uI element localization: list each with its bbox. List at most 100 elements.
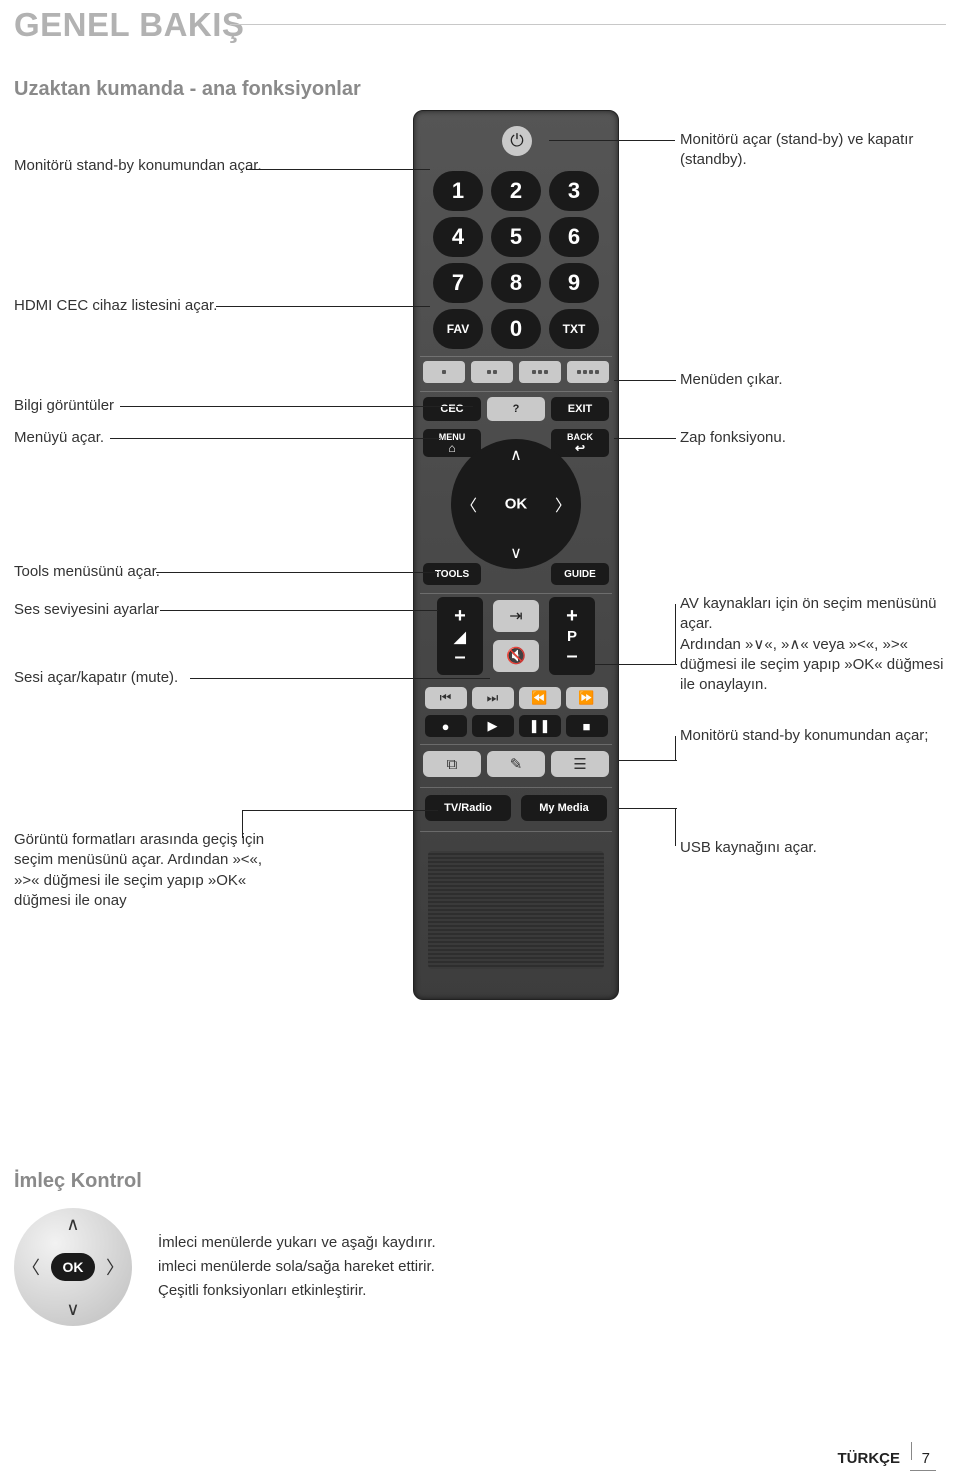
- color-key-yellow[interactable]: [519, 361, 561, 383]
- cursor-line-1: imleci menülerde sola/sağa hareket ettir…: [158, 1255, 436, 1279]
- back-button[interactable]: BACK ↩: [551, 429, 609, 457]
- speaker-grille: [428, 851, 604, 969]
- key-7[interactable]: 7: [433, 263, 483, 303]
- arrow-down-icon[interactable]: ∨: [510, 543, 522, 563]
- key-8[interactable]: 8: [491, 263, 541, 303]
- callout-line: [216, 306, 430, 307]
- page-subtitle: Uzaktan kumanda - ana fonksiyonlar: [14, 78, 361, 101]
- play-button[interactable]: ▶: [472, 715, 514, 737]
- callout-line: [675, 604, 676, 664]
- callout-right-4: Monitörü stand-by konumundan açar;: [680, 726, 950, 746]
- key-6[interactable]: 6: [549, 217, 599, 257]
- footer-language: TÜRKÇE: [838, 1450, 901, 1467]
- arrow-right-icon[interactable]: 〉: [555, 492, 571, 516]
- cursor-left-icon: 〈: [22, 1254, 40, 1280]
- callout-line: [675, 736, 676, 760]
- callout-line: [619, 808, 677, 809]
- ok-button[interactable]: OK: [505, 496, 528, 513]
- callout-line: [549, 140, 675, 141]
- callout-line: [619, 760, 677, 761]
- exit-button[interactable]: EXIT: [551, 397, 609, 421]
- stop-button[interactable]: ■: [566, 715, 608, 737]
- key-txt[interactable]: TXT: [549, 309, 599, 349]
- tools-button[interactable]: TOOLS: [423, 563, 481, 585]
- cursor-down-icon: ∨: [66, 1299, 79, 1320]
- key-2[interactable]: 2: [491, 171, 541, 211]
- vol-plus-icon: +: [454, 605, 466, 628]
- my-media-button[interactable]: My Media: [521, 795, 607, 821]
- callout-line: [675, 808, 676, 846]
- key-fav[interactable]: FAV: [433, 309, 483, 349]
- separator: [420, 787, 612, 788]
- callout-right-3: AV kaynakları için ön seçim menüsünü aça…: [680, 594, 948, 695]
- callout-left-6: Sesi açar/kapatır (mute).: [14, 668, 214, 688]
- separator: [420, 744, 612, 745]
- callout-line: [110, 438, 440, 439]
- tv-radio-button[interactable]: TV/Radio: [425, 795, 511, 821]
- key-5[interactable]: 5: [491, 217, 541, 257]
- mute-button[interactable]: 🔇: [493, 640, 539, 672]
- vol-minus-icon: –: [454, 646, 465, 669]
- color-key-row: [414, 361, 618, 383]
- arrow-left-icon[interactable]: 〈: [461, 492, 477, 516]
- forward-button[interactable]: ⏩: [566, 687, 608, 709]
- tools-guide-row: TOOLS GUIDE: [414, 563, 618, 585]
- transport-row-1: ⏮ ⏭ ⏪ ⏩: [414, 687, 618, 709]
- key-0[interactable]: 0: [491, 309, 541, 349]
- format-button[interactable]: ⧉: [423, 751, 481, 777]
- cec-row: CEC ? EXIT: [414, 397, 618, 421]
- callout-line: [120, 406, 473, 407]
- color-key-green[interactable]: [471, 361, 513, 383]
- cec-button[interactable]: CEC: [423, 397, 481, 421]
- separator: [420, 391, 612, 392]
- key-1[interactable]: 1: [433, 171, 483, 211]
- transport-row-2: ● ▶ ❚❚ ■: [414, 715, 618, 737]
- prev-button[interactable]: ⏮: [425, 687, 467, 709]
- home-icon: ⌂: [448, 442, 455, 454]
- callout-right-5: USB kaynağını açar.: [680, 838, 940, 858]
- cursor-pad: ∧ ∨ 〈 〉 OK: [14, 1208, 132, 1326]
- cursor-up-icon: ∧: [66, 1214, 79, 1235]
- callout-line: [595, 664, 677, 665]
- footer-underline: [910, 1470, 936, 1471]
- color-key-blue[interactable]: [567, 361, 609, 383]
- vol-prog-row: + ◢ – ⇥ 🔇 + P –: [414, 597, 618, 675]
- cursor-control-block: ∧ ∨ 〈 〉 OK İmleci menülerde yukarı ve aş…: [14, 1208, 436, 1326]
- edit-button[interactable]: ✎: [487, 751, 545, 777]
- callout-line: [614, 380, 676, 381]
- callout-line: [156, 572, 438, 573]
- back-icon: ↩: [575, 442, 585, 454]
- arrow-up-icon[interactable]: ∧: [510, 445, 522, 465]
- callout-right-0: Monitörü açar (stand-by) ve kapatır (sta…: [680, 130, 940, 171]
- rewind-button[interactable]: ⏪: [519, 687, 561, 709]
- key-4[interactable]: 4: [433, 217, 483, 257]
- callout-line: [190, 678, 490, 679]
- cursor-right-icon: 〉: [106, 1254, 124, 1280]
- callout-line: [242, 810, 243, 838]
- record-button[interactable]: ●: [425, 715, 467, 737]
- prog-plus-icon: +: [566, 605, 578, 628]
- key-9[interactable]: 9: [549, 263, 599, 303]
- key-3[interactable]: 3: [549, 171, 599, 211]
- prog-minus-icon: –: [566, 645, 577, 668]
- cursor-line-2: Çeşitli fonksiyonları etkinleştirir.: [158, 1279, 436, 1303]
- callout-right-2: Zap fonksiyonu.: [680, 428, 940, 448]
- list-button[interactable]: ☰: [551, 751, 609, 777]
- program-rocker[interactable]: + P –: [549, 597, 595, 675]
- pause-button[interactable]: ❚❚: [519, 715, 561, 737]
- menu-button[interactable]: MENU ⌂: [423, 429, 481, 457]
- source-button[interactable]: ⇥: [493, 600, 539, 632]
- cursor-text: İmleci menülerde yukarı ve aşağı kaydırı…: [158, 1231, 436, 1303]
- cursor-control-title: İmleç Kontrol: [14, 1170, 142, 1193]
- separator: [420, 831, 612, 832]
- dpad[interactable]: ∧ ∨ 〈 〉 OK: [451, 439, 581, 569]
- callout-left-7: Görüntü formatları arasında geçiş için s…: [14, 830, 274, 911]
- remote-body: ⏻ 1 2 3 4 5 6 7 8 9 FAV 0 TXT CEC ? EXIT…: [413, 110, 619, 1000]
- color-key-red[interactable]: [423, 361, 465, 383]
- volume-rocker[interactable]: + ◢ –: [437, 597, 483, 675]
- power-button[interactable]: ⏻: [502, 126, 532, 156]
- guide-button[interactable]: GUIDE: [551, 563, 609, 585]
- callout-line: [242, 810, 438, 811]
- next-button[interactable]: ⏭: [472, 687, 514, 709]
- info-button[interactable]: ?: [487, 397, 545, 421]
